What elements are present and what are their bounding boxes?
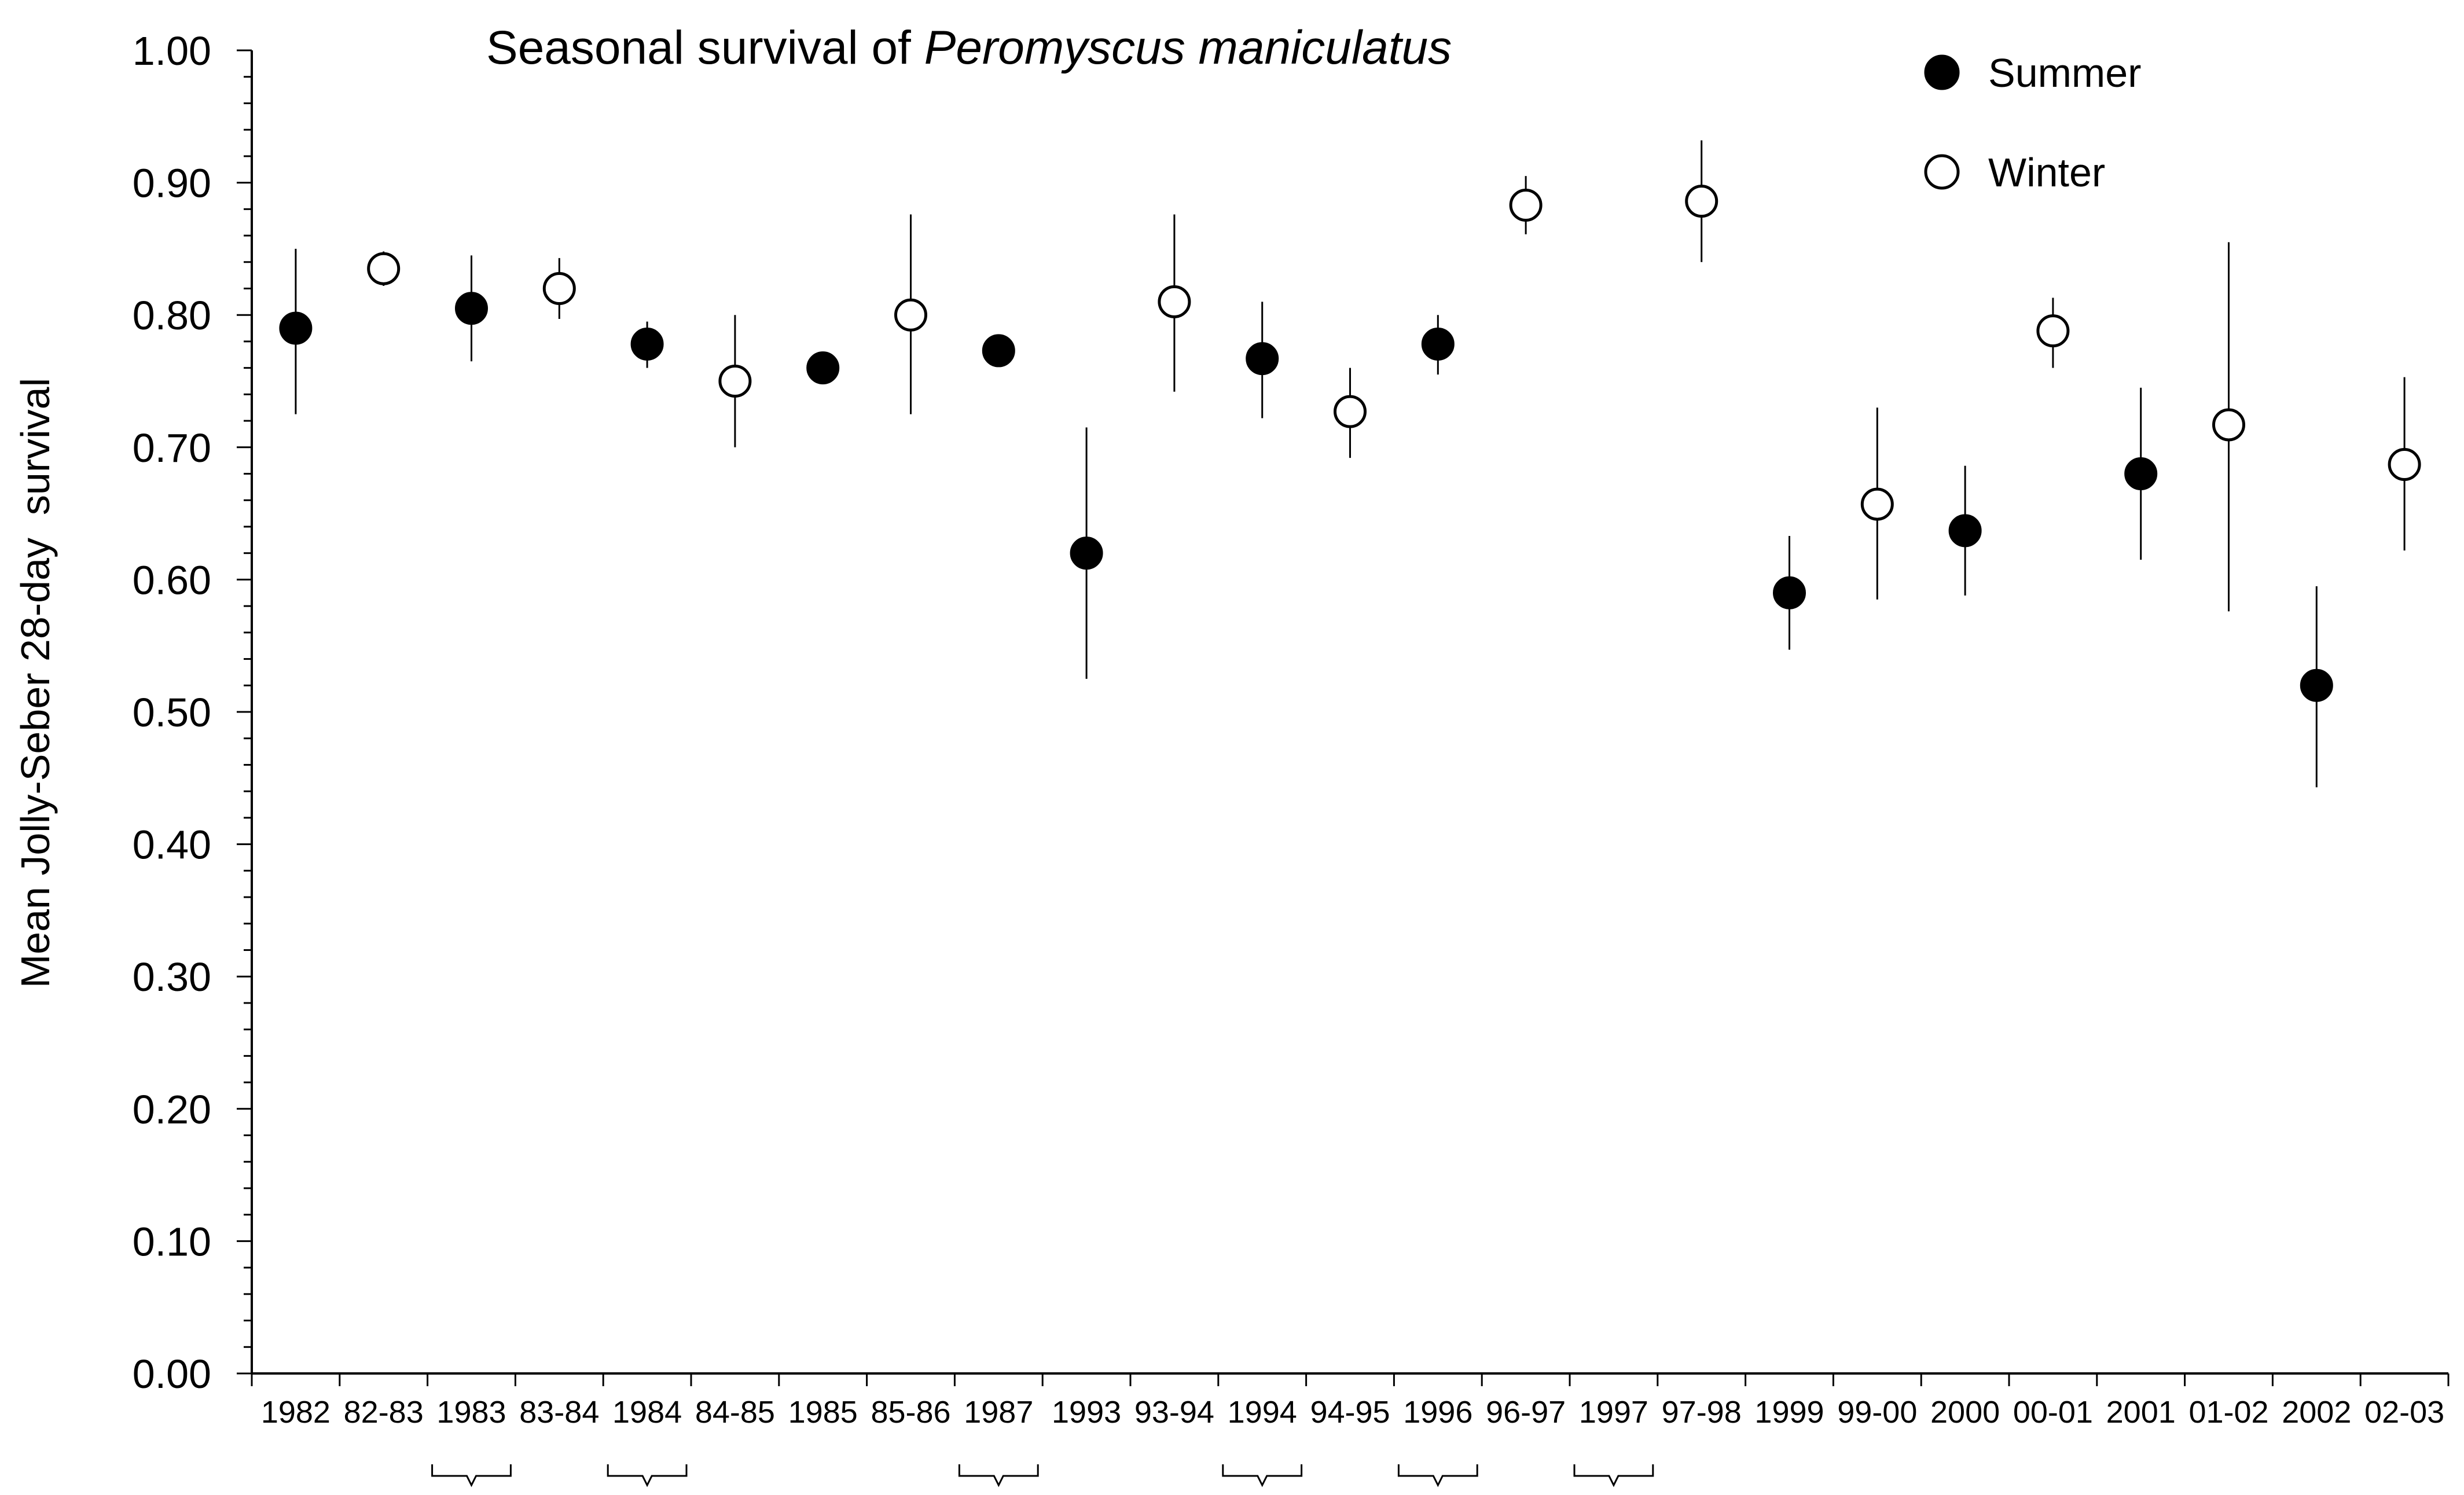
x-tick-label: 1997 (1579, 1395, 1648, 1430)
x-tick-label: 84-85 (695, 1395, 775, 1430)
x-tick-label: 2002 (2282, 1395, 2351, 1430)
year-bracket (958, 1464, 1039, 1487)
axes (251, 50, 2448, 1375)
winter-point (542, 271, 576, 305)
summer-point (1070, 537, 1103, 570)
year-bracket (431, 1464, 512, 1487)
winter-point (1685, 185, 1718, 218)
y-axis-label: Mean Jolly-Seber 28-day survival (13, 378, 58, 988)
winter-point (1509, 188, 1543, 222)
year-bracket (1397, 1464, 1478, 1487)
year-bracket (1573, 1464, 1654, 1487)
x-tick-label: 1994 (1228, 1395, 1297, 1430)
x-tick-label: 1985 (788, 1395, 858, 1430)
y-ticks: 0.00 0.10 0.20 0.30 0.40 0.50 0.60 0.70 0.80 0.90… (133, 28, 252, 1397)
summer-point (806, 351, 840, 385)
x-tick-label: 93-94 (1134, 1395, 1214, 1430)
summer-point (1246, 342, 1279, 376)
x-tick-label: 2001 (2106, 1395, 2176, 1430)
x-tick-label: 97-98 (1662, 1395, 1742, 1430)
summer-point (2124, 457, 2158, 491)
winter-point (1860, 487, 1894, 521)
winter-point (1158, 285, 1191, 318)
x-tick-label: 82-83 (344, 1395, 424, 1430)
y-tick-label: 0.40 (133, 822, 211, 868)
x-tick-label: 1983 (436, 1395, 506, 1430)
chart-title-prefix: Seasonal survival of (486, 21, 924, 74)
legend-summer-label: Summer (1988, 50, 2141, 95)
y-tick-label: 0.50 (133, 690, 211, 735)
summer-point (1421, 327, 1455, 361)
winter-point (894, 298, 927, 332)
winter-point (2388, 448, 2421, 482)
winter-point (718, 365, 752, 398)
summer-point (630, 327, 664, 361)
x-tick-label: 83-84 (519, 1395, 599, 1430)
data-points (279, 185, 2421, 702)
summer-point (1773, 576, 1806, 609)
x-tick-label: 1999 (1754, 1395, 1824, 1430)
summer-point (279, 311, 313, 345)
y-tick-label: 0.10 (133, 1219, 211, 1264)
x-tick-label: 2000 (1930, 1395, 2000, 1430)
winter-point (367, 252, 401, 285)
legend-winter-label: Winter (1988, 150, 2105, 195)
chart-title: Seasonal survival of Peromyscus manicula… (486, 21, 1452, 74)
x-ticks: 1982 82-83 1983 83-84 1984 84-85 1985 85-86 1987… (251, 1373, 2450, 1430)
year-brackets (431, 1464, 1654, 1487)
y-tick-label: 0.00 (133, 1351, 211, 1397)
x-tick-label: 1996 (1403, 1395, 1472, 1430)
year-bracket (607, 1464, 688, 1487)
chart-title-group: Seasonal survival of Peromyscus manicula… (486, 21, 1452, 74)
summer-point (455, 292, 488, 325)
x-tick-label: 85-86 (871, 1395, 950, 1430)
summer-point (1948, 514, 1982, 548)
x-tick-label: 00-01 (2013, 1395, 2093, 1430)
y-tick-label: 0.70 (133, 425, 211, 471)
summer-point (2300, 668, 2333, 702)
chart-title-species: Peromyscus maniculatus (924, 21, 1452, 74)
x-tick-label: 1993 (1052, 1395, 1121, 1430)
y-tick-label: 0.30 (133, 954, 211, 1000)
y-tick-label: 0.80 (133, 293, 211, 338)
legend-winter-marker (1924, 154, 1960, 190)
x-tick-label: 01-02 (2188, 1395, 2268, 1430)
winter-point (2036, 314, 2070, 348)
y-tick-label: 0.60 (133, 557, 211, 603)
legend-summer-marker (1924, 54, 1960, 90)
x-tick-label: 99-00 (1837, 1395, 1917, 1430)
legend: Summer Winter (1924, 50, 2141, 195)
summer-point (982, 334, 1015, 368)
winter-point (2212, 408, 2245, 442)
winter-point (1334, 395, 1367, 428)
error-bars (295, 140, 2406, 788)
year-bracket (1222, 1464, 1303, 1487)
x-tick-label: 02-03 (2364, 1395, 2444, 1430)
y-tick-label: 0.90 (133, 161, 211, 206)
x-tick-label: 1987 (964, 1395, 1033, 1430)
y-tick-label: 0.20 (133, 1087, 211, 1132)
y-tick-label: 1.00 (133, 28, 211, 74)
x-tick-label: 96-97 (1486, 1395, 1566, 1430)
x-tick-label: 1984 (612, 1395, 682, 1430)
x-tick-label: 1982 (261, 1395, 331, 1430)
x-tick-label: 94-95 (1310, 1395, 1390, 1430)
